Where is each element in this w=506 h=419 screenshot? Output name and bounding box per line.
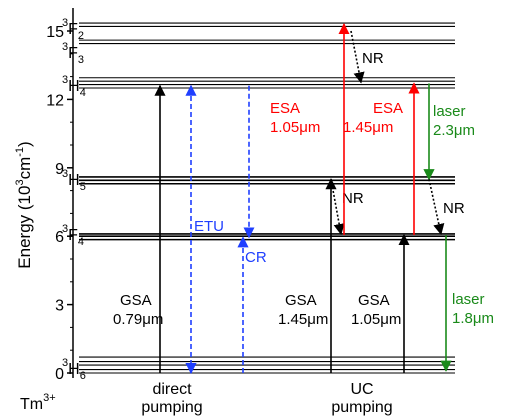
pumping-label-line1: direct (152, 381, 192, 398)
y-axis-title: Energy (103cm-1) (14, 141, 34, 268)
level-label-3H6: 3H6 (62, 357, 86, 382)
arrow-nr-1 (330, 179, 345, 236)
y-tick-label: 0 (55, 366, 64, 383)
label-laser-23: laser (433, 103, 466, 120)
label-etu: ETU (194, 218, 224, 235)
transitions: GSA 0.79μm ETU CR GSA 1.45μm NR ESA 1.05μm NR GSA 1… (113, 23, 494, 375)
y-tick-label: 6 (55, 229, 64, 246)
label2-gsa-145: 1.45μm (278, 311, 328, 328)
label2-laser-18: 1.8μm (452, 310, 494, 327)
label2-gsa-079: 0.79μm (113, 311, 163, 328)
level-label-3F3: 3F3 (62, 41, 84, 66)
label-gsa-145: GSA (285, 292, 317, 309)
label-gsa-079: GSA (120, 292, 152, 309)
y-tick-label: 3 (55, 298, 64, 315)
y-axis: 0 3 6 9 12 15 Energy (103cm-1) (14, 8, 74, 383)
level-label-3F2: 3F2 (62, 17, 84, 42)
label-laser-18: laser (452, 291, 485, 308)
label-esa-105: ESA (270, 100, 300, 117)
y-tick-label: 15 (46, 24, 64, 41)
level-label-3H5: 3H5 (62, 168, 86, 193)
arrow-nr-3 (428, 179, 445, 236)
label2-esa-145: 1.45μm (343, 119, 393, 136)
ion-label: Tm3+ (20, 392, 56, 413)
label-nr-3: NR (443, 200, 465, 217)
label2-laser-23: 2.3μm (433, 122, 475, 139)
label2-gsa-105: 1.05μm (351, 311, 401, 328)
label-esa-145: ESA (373, 100, 403, 117)
pumping-label-line2: pumping (141, 399, 202, 416)
level-label-3H4: 3H4 (62, 74, 86, 99)
label-gsa-105: GSA (358, 292, 390, 309)
y-tick-label: 9 (55, 161, 64, 178)
label-cr: CR (245, 249, 267, 266)
arrow-nr-2 (350, 30, 365, 84)
pumping-label-line1: UC (350, 381, 373, 398)
level-label-3F4: 3F4 (62, 223, 84, 248)
pumping-label-line2: pumping (331, 399, 392, 416)
y-axis-title-text: Energy (103cm-1) (14, 141, 34, 268)
label2-esa-105: 1.05μm (270, 119, 320, 136)
label-nr-2: NR (362, 50, 384, 67)
y-tick-label: 12 (46, 92, 64, 109)
label-nr-1: NR (342, 190, 364, 207)
